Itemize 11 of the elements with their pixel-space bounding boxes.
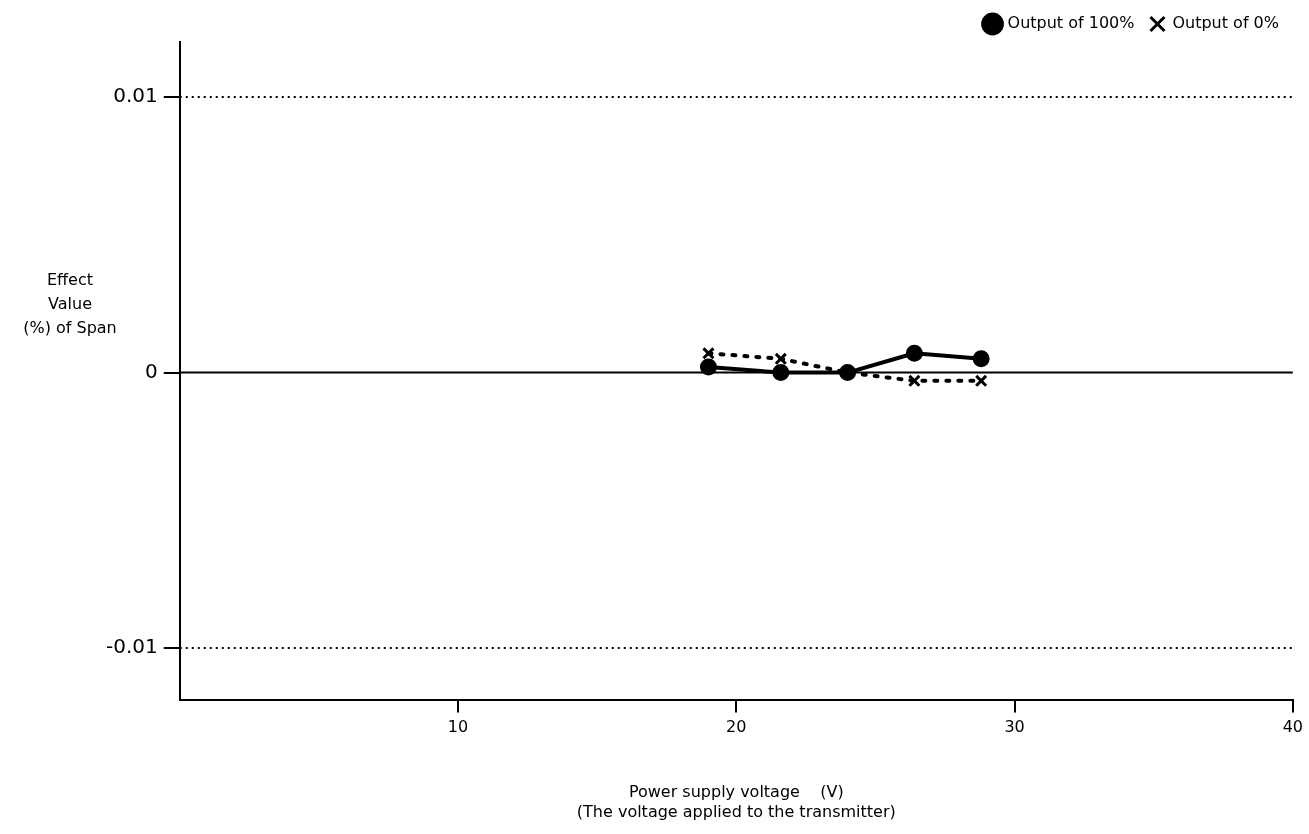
x-tick-label: 30	[1004, 717, 1025, 737]
x-tick-label: 20	[726, 717, 747, 737]
y-axis-title: Effect Value (%) of Span	[22, 269, 118, 339]
y-tick-label: -0.01	[106, 634, 158, 659]
x-tick-label: 40	[1282, 717, 1303, 737]
x-axis-title: Power supply voltage (V) (The voltage applied to the transmitter)	[576, 782, 896, 821]
x-tick-label: 10	[447, 717, 469, 737]
y-tick-label: 0	[145, 358, 158, 383]
legend-label: Output of 100%	[1007, 13, 1135, 33]
y-tick-label: 0.01	[113, 83, 158, 108]
legend-label: Output of 0%	[1172, 13, 1280, 33]
